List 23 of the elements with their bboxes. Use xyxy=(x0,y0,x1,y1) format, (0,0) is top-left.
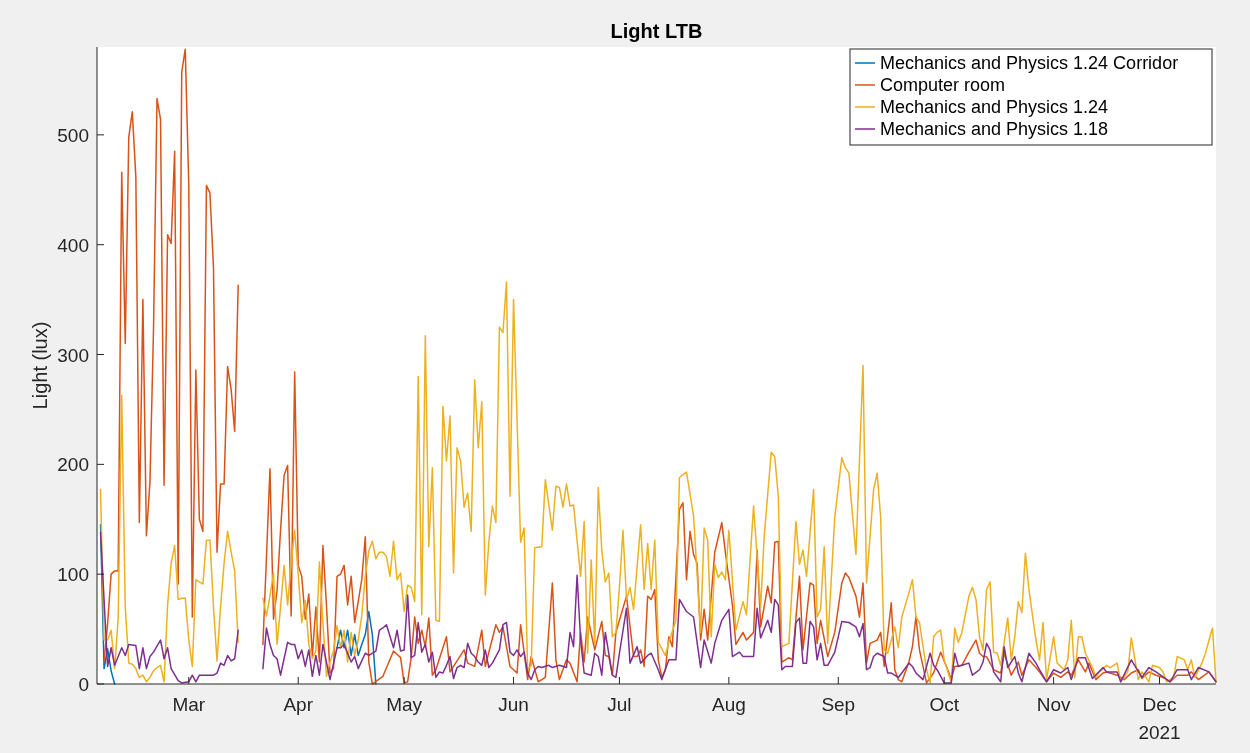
x-tick-label: Mar xyxy=(172,694,206,715)
y-tick-label: 200 xyxy=(57,454,89,476)
x-tick-label: Dec xyxy=(1142,694,1177,715)
x-tick-label: May xyxy=(386,694,423,715)
y-tick-label: 300 xyxy=(57,344,89,366)
legend-label: Mechanics and Physics 1.24 xyxy=(880,97,1109,117)
chart-title: Light LTB xyxy=(610,20,703,42)
y-tick-label: 400 xyxy=(57,234,89,256)
y-tick-label: 500 xyxy=(57,124,89,146)
x-tick-label: Aug xyxy=(711,694,746,715)
legend-label: Computer room xyxy=(880,75,1006,95)
x-tick-label: Jul xyxy=(607,694,632,715)
x-tick-label: Nov xyxy=(1036,694,1072,715)
x-tick-label: Oct xyxy=(929,694,960,715)
y-axis-title: Light (lux) xyxy=(29,321,51,410)
y-tick-label: 100 xyxy=(57,564,89,586)
legend-label: Mechanics and Physics 1.18 xyxy=(880,119,1109,139)
x-tick-label: Apr xyxy=(283,694,314,715)
x-tick-label: Jun xyxy=(498,694,529,715)
x-tick-label: Sep xyxy=(821,694,856,715)
text: 2021 xyxy=(1138,722,1181,743)
y-tick-label: 0 xyxy=(78,674,89,695)
legend-label: Mechanics and Physics 1.24 Corridor xyxy=(880,53,1179,73)
